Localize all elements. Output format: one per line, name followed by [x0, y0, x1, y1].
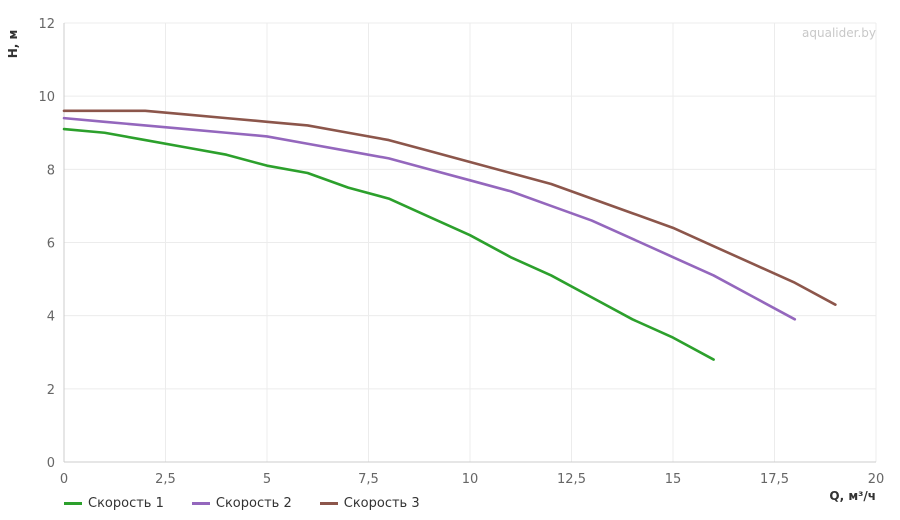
y-tick-label: 8: [47, 163, 55, 178]
legend-item-series-3[interactable]: Скорость 3: [319, 496, 420, 511]
x-axis-label: Q, м³/ч: [829, 489, 876, 503]
legend-label: Скорость 3: [343, 496, 420, 511]
legend-swatch: [319, 502, 338, 505]
legend-swatch: [64, 502, 82, 505]
x-tick-label: 20: [868, 472, 885, 487]
x-tick-label: 15: [665, 472, 682, 487]
y-tick-label: 6: [47, 237, 55, 252]
y-tick-label: 2: [47, 383, 55, 398]
legend-swatch: [191, 502, 210, 505]
legend-label: Скорость 1: [88, 496, 164, 511]
x-tick-label: 5: [263, 472, 271, 487]
y-axis-label: H, м: [6, 30, 20, 59]
x-tick-label: 0: [60, 472, 68, 487]
y-tick-label: 0: [47, 456, 55, 471]
legend-item-series-1[interactable]: Скорость 1: [64, 496, 164, 511]
y-tick-label: 10: [38, 90, 55, 105]
legend-label: Скорость 2: [215, 496, 292, 511]
x-tick-label: 10: [462, 472, 479, 487]
tick-labels: 0 2 4 6 8 10 12 0 2,5 5 7,5 10 12,5 15 17,5 20: [38, 17, 884, 487]
x-tick-label: 7,5: [358, 472, 379, 487]
x-tick-label: 2,5: [155, 472, 176, 487]
legend: Скорость 1 Скорость 2 Скорость 3: [64, 496, 448, 511]
grid-lines: [64, 22, 877, 462]
legend-item-series-2[interactable]: Скорость 2: [191, 496, 292, 511]
series-line-1[interactable]: [62, 127, 715, 361]
x-tick-label: 12,5: [557, 472, 586, 487]
series-line-3[interactable]: [62, 109, 837, 306]
series-lines: [62, 109, 837, 361]
axes: [63, 23, 876, 463]
x-tick-label: 17,5: [760, 472, 789, 487]
series-line-2[interactable]: [62, 116, 797, 321]
y-tick-label: 12: [38, 17, 55, 32]
y-tick-label: 4: [47, 310, 55, 325]
watermark: aqualider.by: [802, 26, 876, 40]
